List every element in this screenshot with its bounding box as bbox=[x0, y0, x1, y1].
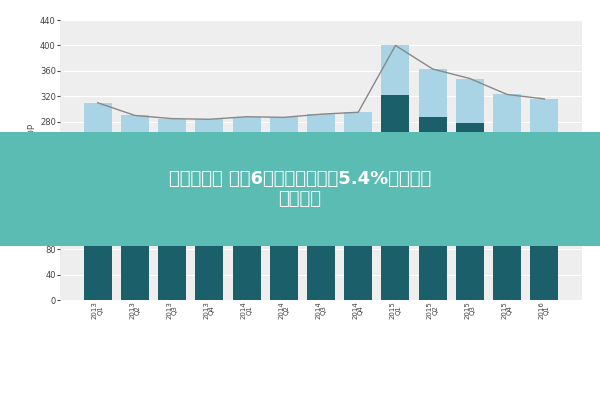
Bar bbox=[419, 117, 446, 300]
Bar bbox=[270, 117, 298, 170]
Bar bbox=[419, 69, 446, 117]
Bar bbox=[493, 94, 521, 138]
Bar bbox=[233, 117, 260, 170]
Bar bbox=[456, 78, 484, 123]
Bar bbox=[196, 119, 223, 175]
Bar bbox=[158, 119, 186, 175]
Bar bbox=[530, 142, 558, 300]
Bar bbox=[382, 95, 409, 300]
Bar bbox=[121, 116, 149, 173]
Bar bbox=[493, 138, 521, 300]
Bar bbox=[196, 175, 223, 300]
Bar bbox=[84, 170, 112, 300]
Bar bbox=[382, 46, 409, 95]
Bar bbox=[344, 112, 372, 163]
Bar bbox=[344, 163, 372, 300]
Bar bbox=[158, 175, 186, 300]
Bar bbox=[270, 170, 298, 300]
Bar bbox=[307, 114, 335, 166]
Bar bbox=[233, 170, 260, 300]
Y-axis label: Per Cent of GDP: Per Cent of GDP bbox=[28, 124, 37, 196]
Bar bbox=[456, 123, 484, 300]
Bar bbox=[307, 166, 335, 300]
Text: 股点网配资 日本6月出口同比增长5.4%，连续七
个月增长: 股点网配资 日本6月出口同比增长5.4%，连续七 个月增长 bbox=[169, 170, 431, 208]
Bar bbox=[121, 173, 149, 300]
Bar bbox=[84, 103, 112, 170]
Bar bbox=[530, 99, 558, 142]
